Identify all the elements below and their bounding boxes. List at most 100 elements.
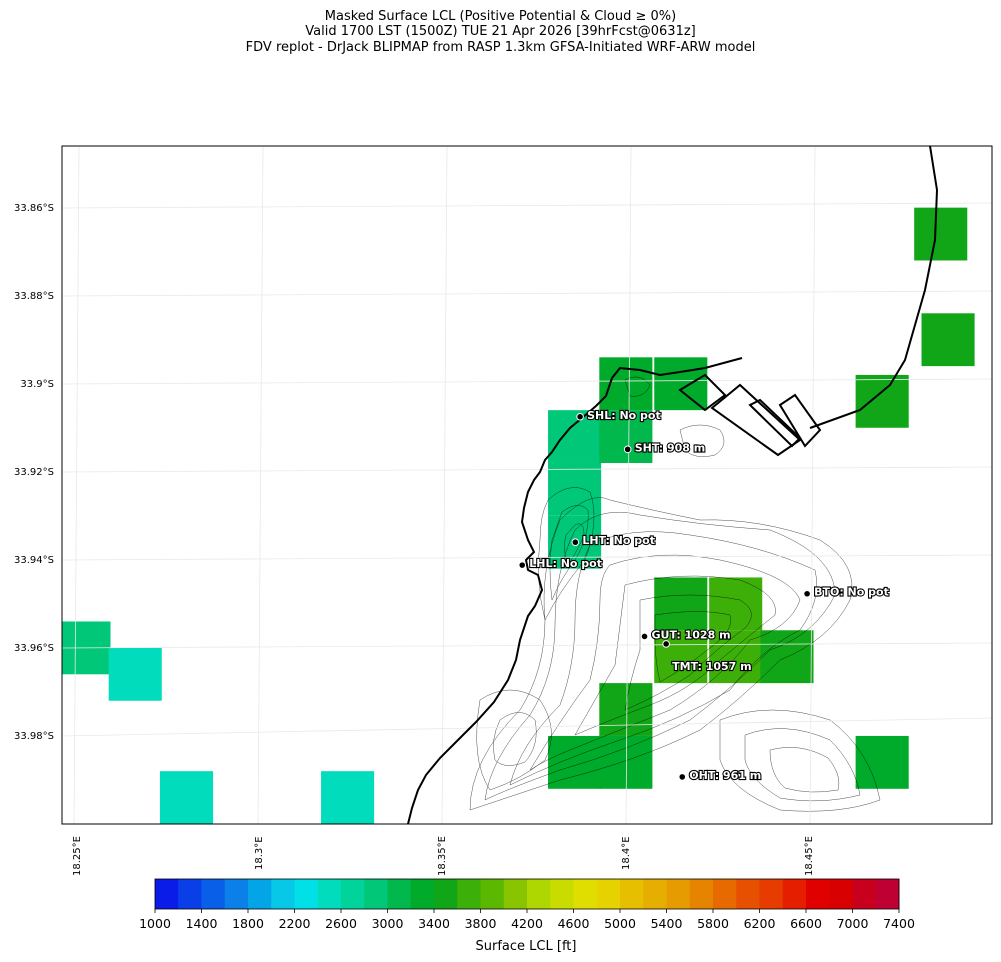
lat-tick-label: 33.94°S — [14, 555, 54, 566]
colorbar-swatch — [689, 879, 714, 909]
colorbar-swatch — [341, 879, 365, 909]
lcl-grid-cell — [855, 735, 909, 789]
lat-tick-label: 33.92°S — [14, 467, 54, 478]
colorbar-swatch — [875, 879, 900, 909]
colorbar-swatch — [178, 879, 202, 909]
station-marker-oht — [678, 773, 687, 781]
colorbar-swatch — [596, 879, 621, 909]
colorbar-tick-label: 1000 — [139, 916, 171, 931]
chart-title: Masked Surface LCL (Positive Potential &… — [324, 9, 677, 24]
lat-tick-label: 33.86°S — [14, 203, 54, 214]
lon-axis: 18.25°E 18.3°E 18.35°E 18.4°E 18.45°E — [72, 836, 815, 876]
colorbar-swatch — [410, 879, 435, 909]
lcl-grid-cell — [599, 357, 653, 411]
colorbar-swatch — [806, 879, 830, 909]
colorbar-swatch — [527, 879, 551, 909]
colorbar-tick-label: 3000 — [372, 916, 404, 931]
lcl-grid-cell — [709, 577, 763, 631]
colorbar — [154, 878, 900, 910]
colorbar-swatch — [503, 879, 528, 909]
colorbar-tick-label: 7000 — [837, 916, 869, 931]
station-label-sht: SHT: 908 m — [635, 441, 706, 454]
lcl-grid-cell — [654, 577, 708, 631]
lon-tick-label: 18.3°E — [254, 836, 265, 870]
colorbar-tick-label: 5000 — [604, 916, 636, 931]
colorbar-swatch — [294, 879, 319, 909]
colorbar-tick-label: 3400 — [418, 916, 450, 931]
station-label-bto: BTO: No pot — [814, 586, 889, 599]
lcl-grid-cell — [548, 410, 602, 463]
lat-tick-label: 33.98°S — [14, 731, 54, 742]
colorbar-swatch — [271, 879, 295, 909]
colorbar-swatch — [782, 879, 807, 909]
colorbar-swatch — [364, 879, 388, 909]
lcl-grid-cell — [599, 410, 653, 463]
chart-source: FDV replot - DrJack BLIPMAP from RASP 1.… — [245, 40, 756, 55]
colorbar-swatch — [155, 879, 179, 909]
station-marker-lhl — [518, 561, 527, 569]
colorbar-tick-label: 5800 — [697, 916, 729, 931]
colorbar-swatch — [480, 879, 505, 909]
chart-valid-time: Valid 1700 LST (1500Z) TUE 21 Apr 2026 [… — [305, 24, 696, 39]
station-label-gut: GUT: 1028 m — [652, 628, 731, 641]
lcl-grid-layer — [62, 207, 975, 824]
colorbar-swatch — [317, 879, 342, 909]
station-label-oht: OHT: 961 m — [689, 769, 761, 782]
colorbar-swatch — [573, 879, 598, 909]
plot-frame — [61, 145, 993, 825]
station-label-tmt: TMT: 1057 m — [672, 660, 752, 673]
lon-tick-label: 18.4°E — [621, 836, 632, 870]
station-marker-gut — [640, 632, 649, 641]
lcl-grid-cell — [159, 771, 214, 824]
station-marker-bto — [803, 589, 811, 598]
station-label-lht: LHT: No pot — [582, 534, 655, 547]
colorbar-tick-label: 6200 — [744, 916, 776, 931]
lat-tick-label: 33.96°S — [14, 643, 54, 654]
lcl-grid-cell — [914, 207, 968, 261]
colorbar-tick-label: 1800 — [232, 916, 264, 931]
lat-tick-label: 33.9°S — [20, 379, 54, 390]
colorbar-label: Surface LCL [ft] — [476, 939, 577, 954]
coastline — [407, 146, 939, 824]
colorbar-swatch — [666, 879, 691, 909]
station-marker-lht — [571, 538, 580, 547]
lon-tick-label: 18.45°E — [804, 836, 815, 876]
station-label-shl: SHL: No pot — [587, 409, 661, 422]
colorbar-swatch — [434, 879, 458, 909]
lon-tick-label: 18.25°E — [72, 836, 83, 876]
colorbar-tick-label: 2200 — [279, 916, 311, 931]
colorbar-swatch — [201, 879, 226, 909]
lcl-grid-cell — [921, 313, 975, 367]
colorbar-tick-label: 5400 — [651, 916, 683, 931]
colorbar-tick-label: 6600 — [790, 916, 822, 931]
colorbar-swatch — [713, 879, 737, 909]
station-layer: SHL: No pot SHT: 908 m LHT: No pot LHL: No … — [518, 408, 890, 783]
lat-axis: 33.86°S 33.88°S 33.9°S 33.92°S 33.94°S 3… — [14, 203, 54, 742]
colorbar-swatch — [224, 879, 249, 909]
station-marker-tmt — [662, 640, 670, 648]
station-marker-sht — [623, 445, 632, 454]
colorbar-swatch — [643, 879, 667, 909]
colorbar-tick-label: 2600 — [325, 916, 357, 931]
lcl-grid-cell — [599, 735, 653, 789]
colorbar-swatch — [457, 879, 481, 909]
colorbar-swatch — [248, 879, 272, 909]
lat-tick-label: 33.88°S — [14, 291, 54, 302]
lcl-grid-cell — [548, 735, 602, 789]
terrain-contours — [469, 376, 881, 812]
colorbar-swatch — [829, 879, 853, 909]
colorbar-tick-label: 4600 — [558, 916, 590, 931]
graticule — [62, 146, 992, 824]
colorbar-swatch — [387, 879, 412, 909]
lcl-grid-cell — [321, 771, 375, 824]
lcl-grid-cell — [654, 357, 708, 411]
colorbar-swatch — [620, 879, 644, 909]
colorbar-tick-label: 1400 — [186, 916, 218, 931]
colorbar-swatch — [550, 879, 574, 909]
colorbar-tick-label: 3800 — [465, 916, 497, 931]
colorbar-swatch — [852, 879, 877, 909]
station-label-lhl: LHL: No pot — [529, 557, 602, 570]
colorbar-ticks: 1000 1400 1800 2200 2600 3000 3400 3800 4200 4600… — [139, 909, 915, 931]
colorbar-swatch — [736, 879, 760, 909]
